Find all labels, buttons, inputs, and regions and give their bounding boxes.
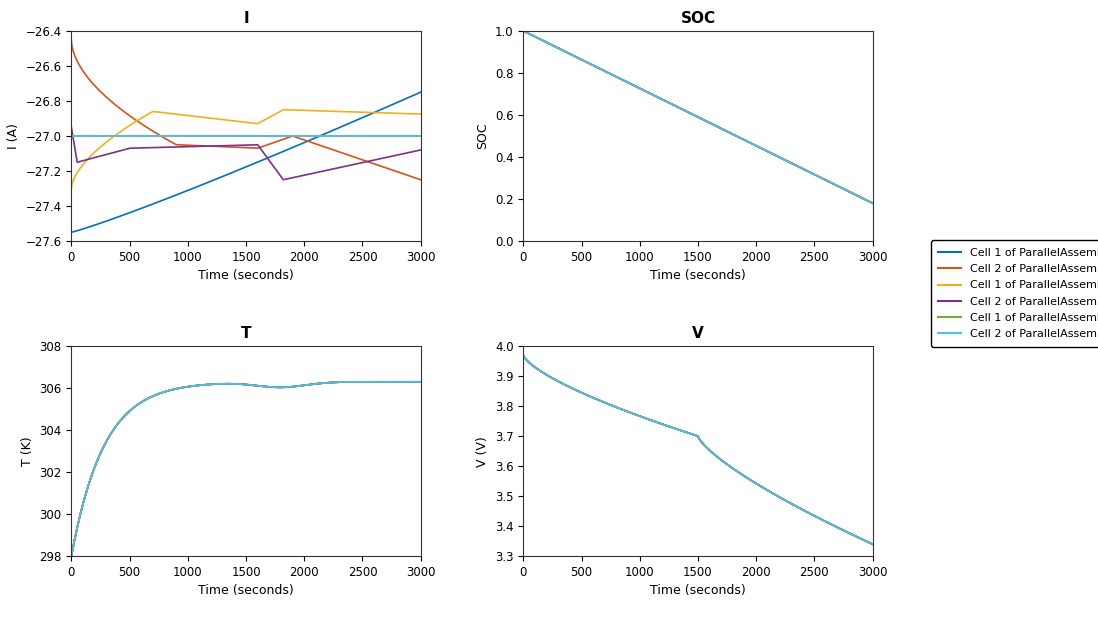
Y-axis label: T (K): T (K) <box>21 436 34 466</box>
X-axis label: Time (seconds): Time (seconds) <box>650 269 746 282</box>
Title: T: T <box>240 326 251 341</box>
X-axis label: Time (seconds): Time (seconds) <box>650 585 746 598</box>
Title: I: I <box>243 11 249 25</box>
Y-axis label: SOC: SOC <box>477 122 490 150</box>
Title: SOC: SOC <box>681 11 716 25</box>
X-axis label: Time (seconds): Time (seconds) <box>198 585 294 598</box>
Legend: Cell 1 of ParallelAssembly 1, Cell 2 of ParallelAssembly 1, Cell 1 of ParallelAs: Cell 1 of ParallelAssembly 1, Cell 2 of … <box>931 240 1098 347</box>
Title: V: V <box>692 326 704 341</box>
X-axis label: Time (seconds): Time (seconds) <box>198 269 294 282</box>
Y-axis label: V (V): V (V) <box>477 436 490 467</box>
Y-axis label: I (A): I (A) <box>7 123 20 149</box>
